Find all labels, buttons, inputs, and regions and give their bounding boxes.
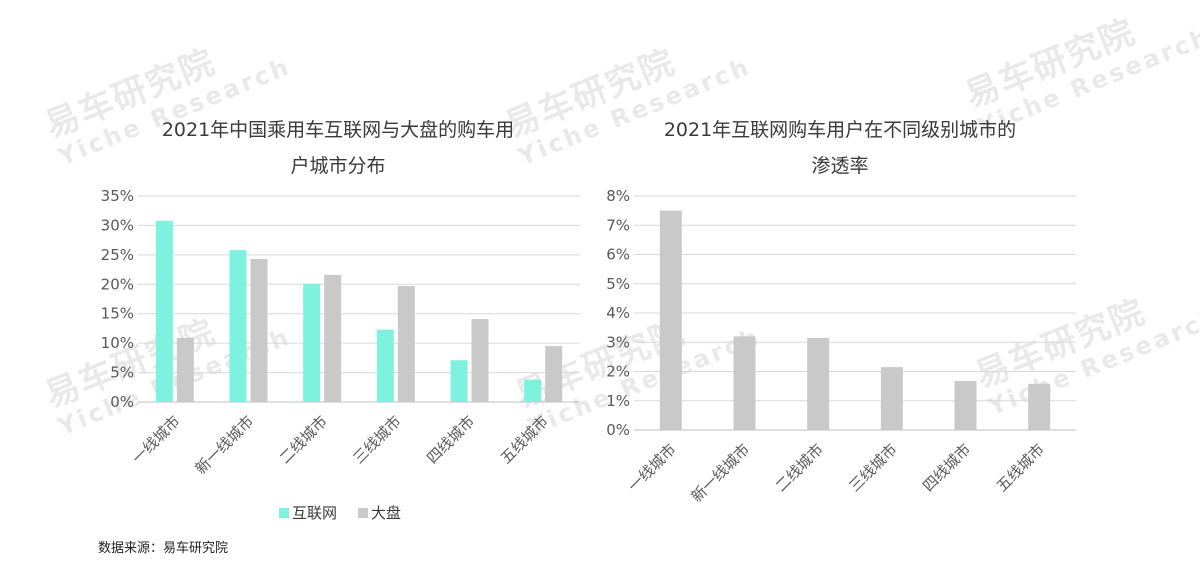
legend-swatch-internet	[279, 508, 289, 518]
bar-penetration	[880, 367, 903, 430]
y-tick-label: 6%	[606, 246, 630, 264]
x-category-label: 三线城市	[845, 440, 900, 495]
x-category-label: 一线城市	[624, 440, 679, 495]
bar-overall	[324, 274, 342, 402]
x-category-label: 四线城市	[919, 440, 974, 495]
bar-internet	[229, 250, 247, 402]
x-category-label: 一线城市	[128, 412, 183, 467]
x-category-label: 五线城市	[497, 412, 552, 467]
x-category-label: 四线城市	[423, 412, 478, 467]
bar-internet	[155, 220, 173, 402]
legend-label-internet: 互联网	[292, 504, 337, 522]
y-tick-label: 7%	[606, 216, 630, 234]
chart-legend: 互联网 大盘	[279, 504, 401, 522]
y-tick-label: 4%	[606, 304, 630, 322]
y-tick-label: 0%	[110, 393, 134, 411]
bar-penetration	[954, 380, 977, 430]
bar-penetration	[1028, 383, 1051, 430]
legend-label-overall: 大盘	[371, 504, 401, 522]
y-tick-label: 2%	[606, 363, 630, 381]
y-tick-label: 0%	[606, 421, 630, 439]
bar-internet	[303, 283, 321, 402]
bar-penetration	[659, 210, 682, 430]
x-category-label: 五线城市	[993, 440, 1048, 495]
y-tick-label: 15%	[101, 305, 134, 323]
legend-swatch-overall	[358, 508, 368, 518]
chart-city-distribution: 2021年中国乘用车互联网与大盘的购车用 户城市分布 0% 5% 10% 15% 20%…	[101, 119, 580, 522]
bar-overall	[176, 337, 194, 402]
bar-penetration	[807, 337, 830, 430]
y-tick-label: 5%	[606, 275, 630, 293]
y-tick-label: 25%	[101, 246, 134, 264]
chart-title-line-2: 渗透率	[811, 155, 868, 177]
y-tick-label: 20%	[101, 275, 134, 293]
bar-overall	[250, 258, 268, 402]
y-tick-label: 10%	[101, 334, 134, 352]
chart-penetration-rate: 2021年互联网购车用户在不同级别城市的 渗透率 0% 1% 2% 3% 4% 5% 6% 7…	[606, 119, 1076, 506]
chart-title-line-1: 2021年互联网购车用户在不同级别城市的	[664, 119, 1016, 141]
bar-internet	[450, 360, 468, 402]
y-tick-label: 3%	[606, 333, 630, 351]
y-tick-label: 1%	[606, 392, 630, 410]
y-tick-label: 8%	[606, 187, 630, 205]
bar-internet	[524, 379, 542, 402]
x-category-label: 新一线城市	[192, 412, 258, 478]
bar-overall	[545, 346, 563, 402]
x-category-label: 三线城市	[349, 412, 404, 467]
bar-internet	[376, 329, 394, 402]
y-tick-label: 30%	[101, 216, 134, 234]
y-tick-label: 35%	[101, 187, 134, 205]
bar-overall	[397, 286, 415, 402]
x-category-label: 新一线城市	[688, 440, 754, 506]
chart-title-line-1: 2021年中国乘用车互联网与大盘的购车用	[162, 119, 514, 141]
chart-title-line-2: 户城市分布	[290, 155, 385, 177]
y-tick-label: 5%	[110, 364, 134, 382]
x-category-label: 二线城市	[276, 412, 331, 467]
bar-penetration	[733, 336, 756, 430]
x-category-label: 二线城市	[772, 440, 827, 495]
bar-overall	[471, 319, 489, 402]
data-source-note: 数据来源：易车研究院	[98, 541, 229, 556]
